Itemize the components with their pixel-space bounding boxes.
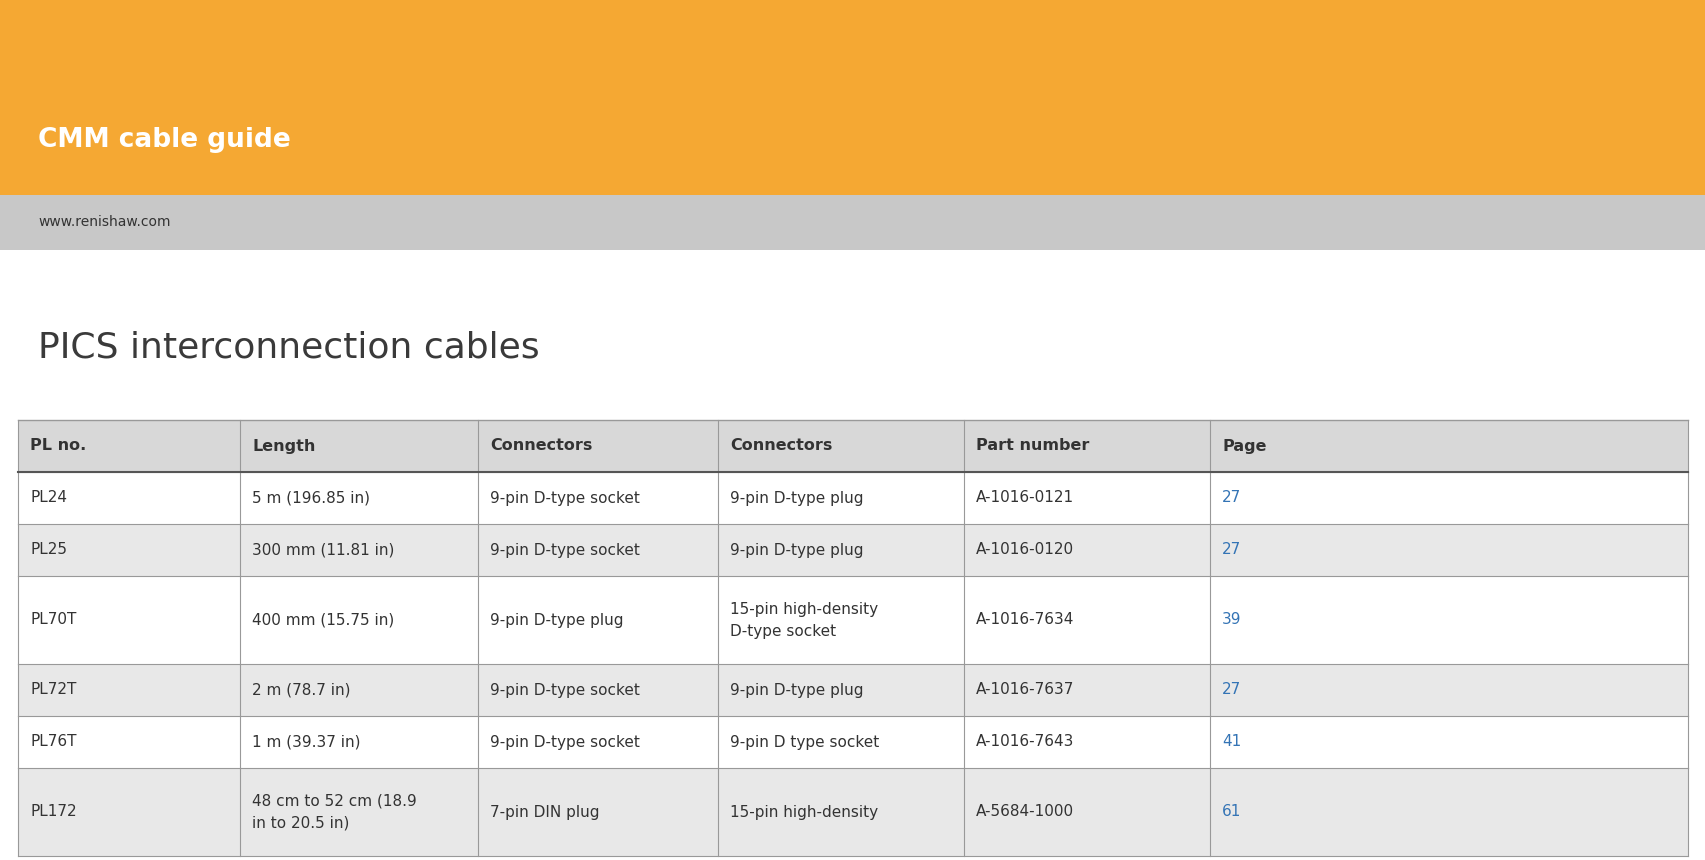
Text: D-type socket: D-type socket [730,624,835,639]
Text: CMM cable guide: CMM cable guide [38,127,292,153]
Text: 61: 61 [1222,804,1241,820]
Text: A-1016-7637: A-1016-7637 [975,683,1074,697]
Bar [19,768,1688,856]
Text: PL25: PL25 [31,543,66,557]
Text: A-1016-0121: A-1016-0121 [975,490,1074,506]
Text: Page: Page [1222,439,1267,453]
Bar [19,576,1688,664]
Text: PL24: PL24 [31,490,66,506]
Text: 9-pin D-type socket: 9-pin D-type socket [489,683,639,697]
Bar [19,716,1688,768]
Text: 300 mm (11.81 in): 300 mm (11.81 in) [252,543,394,557]
Text: A-1016-0120: A-1016-0120 [975,543,1074,557]
Text: 39: 39 [1222,612,1241,628]
Text: PL72T: PL72T [31,683,77,697]
Text: Part number: Part number [975,439,1089,453]
Text: 1 m (39.37 in): 1 m (39.37 in) [252,734,360,750]
Text: 9-pin D type socket: 9-pin D type socket [730,734,880,750]
Text: Connectors: Connectors [489,439,592,453]
Text: 9-pin D-type socket: 9-pin D-type socket [489,734,639,750]
Text: A-1016-7634: A-1016-7634 [975,612,1074,628]
Text: in to 20.5 in): in to 20.5 in) [252,816,350,831]
Text: 9-pin D-type plug: 9-pin D-type plug [730,490,863,506]
Text: 7-pin DIN plug: 7-pin DIN plug [489,804,600,820]
Text: Length: Length [252,439,315,453]
Text: 48 cm to 52 cm (18.9: 48 cm to 52 cm (18.9 [252,794,416,809]
Text: www.renishaw.com: www.renishaw.com [38,216,171,230]
Text: 9-pin D-type plug: 9-pin D-type plug [730,543,863,557]
Text: PL172: PL172 [31,804,77,820]
Text: 9-pin D-type plug: 9-pin D-type plug [489,612,624,628]
Text: 400 mm (15.75 in): 400 mm (15.75 in) [252,612,394,628]
Text: 9-pin D-type socket: 9-pin D-type socket [489,490,639,506]
Text: 27: 27 [1222,490,1241,506]
Bar [0,0,1705,195]
Text: 15-pin high-density: 15-pin high-density [730,602,878,617]
Text: PICS interconnection cables: PICS interconnection cables [38,330,539,364]
Text: PL70T: PL70T [31,612,77,628]
Text: 5 m (196.85 in): 5 m (196.85 in) [252,490,370,506]
Text: A-1016-7643: A-1016-7643 [975,734,1074,750]
Text: 27: 27 [1222,683,1241,697]
Text: 15-pin high-density: 15-pin high-density [730,804,878,820]
Bar [19,472,1688,524]
Bar [19,524,1688,576]
Text: 27: 27 [1222,543,1241,557]
Text: A-5684-1000: A-5684-1000 [975,804,1074,820]
Text: PL no.: PL no. [31,439,87,453]
Text: 9-pin D-type socket: 9-pin D-type socket [489,543,639,557]
Text: Connectors: Connectors [730,439,832,453]
Bar [0,195,1705,250]
Text: 2 m (78.7 in): 2 m (78.7 in) [252,683,351,697]
Text: 9-pin D-type plug: 9-pin D-type plug [730,683,863,697]
Bar [19,420,1688,472]
Text: PL76T: PL76T [31,734,77,750]
Text: 41: 41 [1222,734,1241,750]
Bar [19,664,1688,716]
